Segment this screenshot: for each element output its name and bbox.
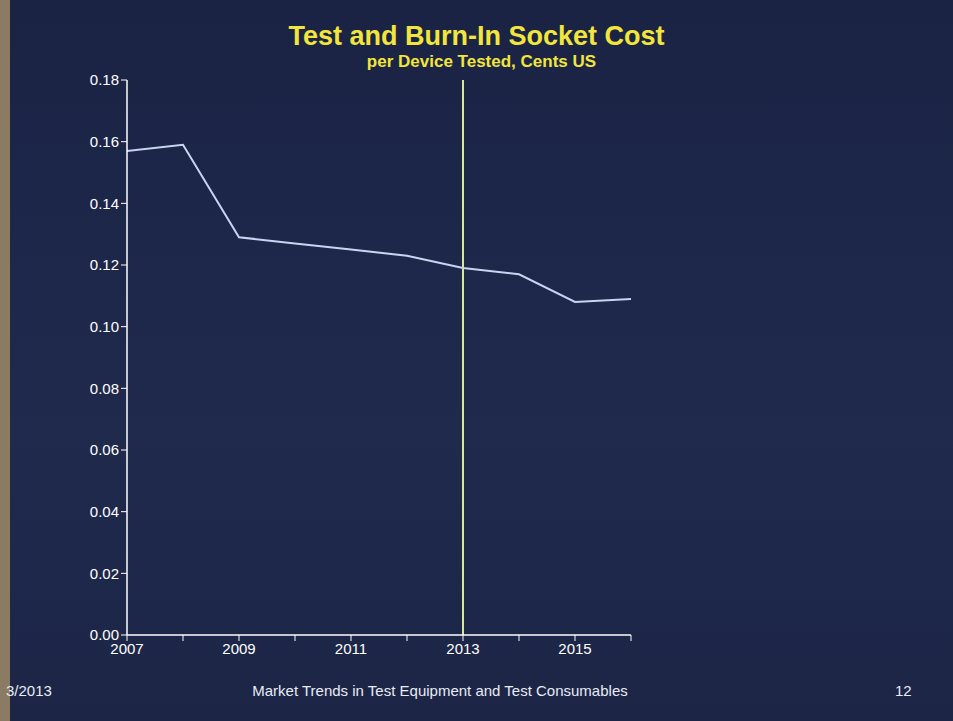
svg-text:0.18: 0.18 [90, 71, 119, 88]
svg-text:0.04: 0.04 [90, 503, 119, 520]
svg-text:0.08: 0.08 [90, 380, 119, 397]
html-text:Market Trends in Test Equipmen: Market Trends in Test Equipment and Test… [252, 682, 628, 699]
svg-text:2007: 2007 [110, 639, 144, 657]
svg-text:2015: 2015 [558, 640, 591, 657]
html-text:12: 12 [895, 682, 912, 699]
svg-text:0.12: 0.12 [90, 256, 119, 273]
svg-text:0.02: 0.02 [90, 565, 119, 582]
svg-text:2011: 2011 [335, 640, 367, 657]
svg-text:0.06: 0.06 [90, 441, 119, 458]
svg-text:0.16: 0.16 [90, 133, 119, 150]
svg-text:2009: 2009 [222, 640, 255, 657]
svg-text:2013: 2013 [446, 640, 479, 657]
svg-text:0.10: 0.10 [90, 318, 119, 335]
svg-text:0.14: 0.14 [90, 195, 119, 212]
html-text:Test and Burn-In Socket Cost: Test and Burn-In Socket Cost [288, 21, 665, 51]
html-text:per Device Tested, Cents US: per Device Tested, Cents US [366, 52, 597, 71]
html-text:3/2013: 3/2013 [6, 682, 52, 699]
svg-text:0.00: 0.00 [90, 626, 119, 643]
